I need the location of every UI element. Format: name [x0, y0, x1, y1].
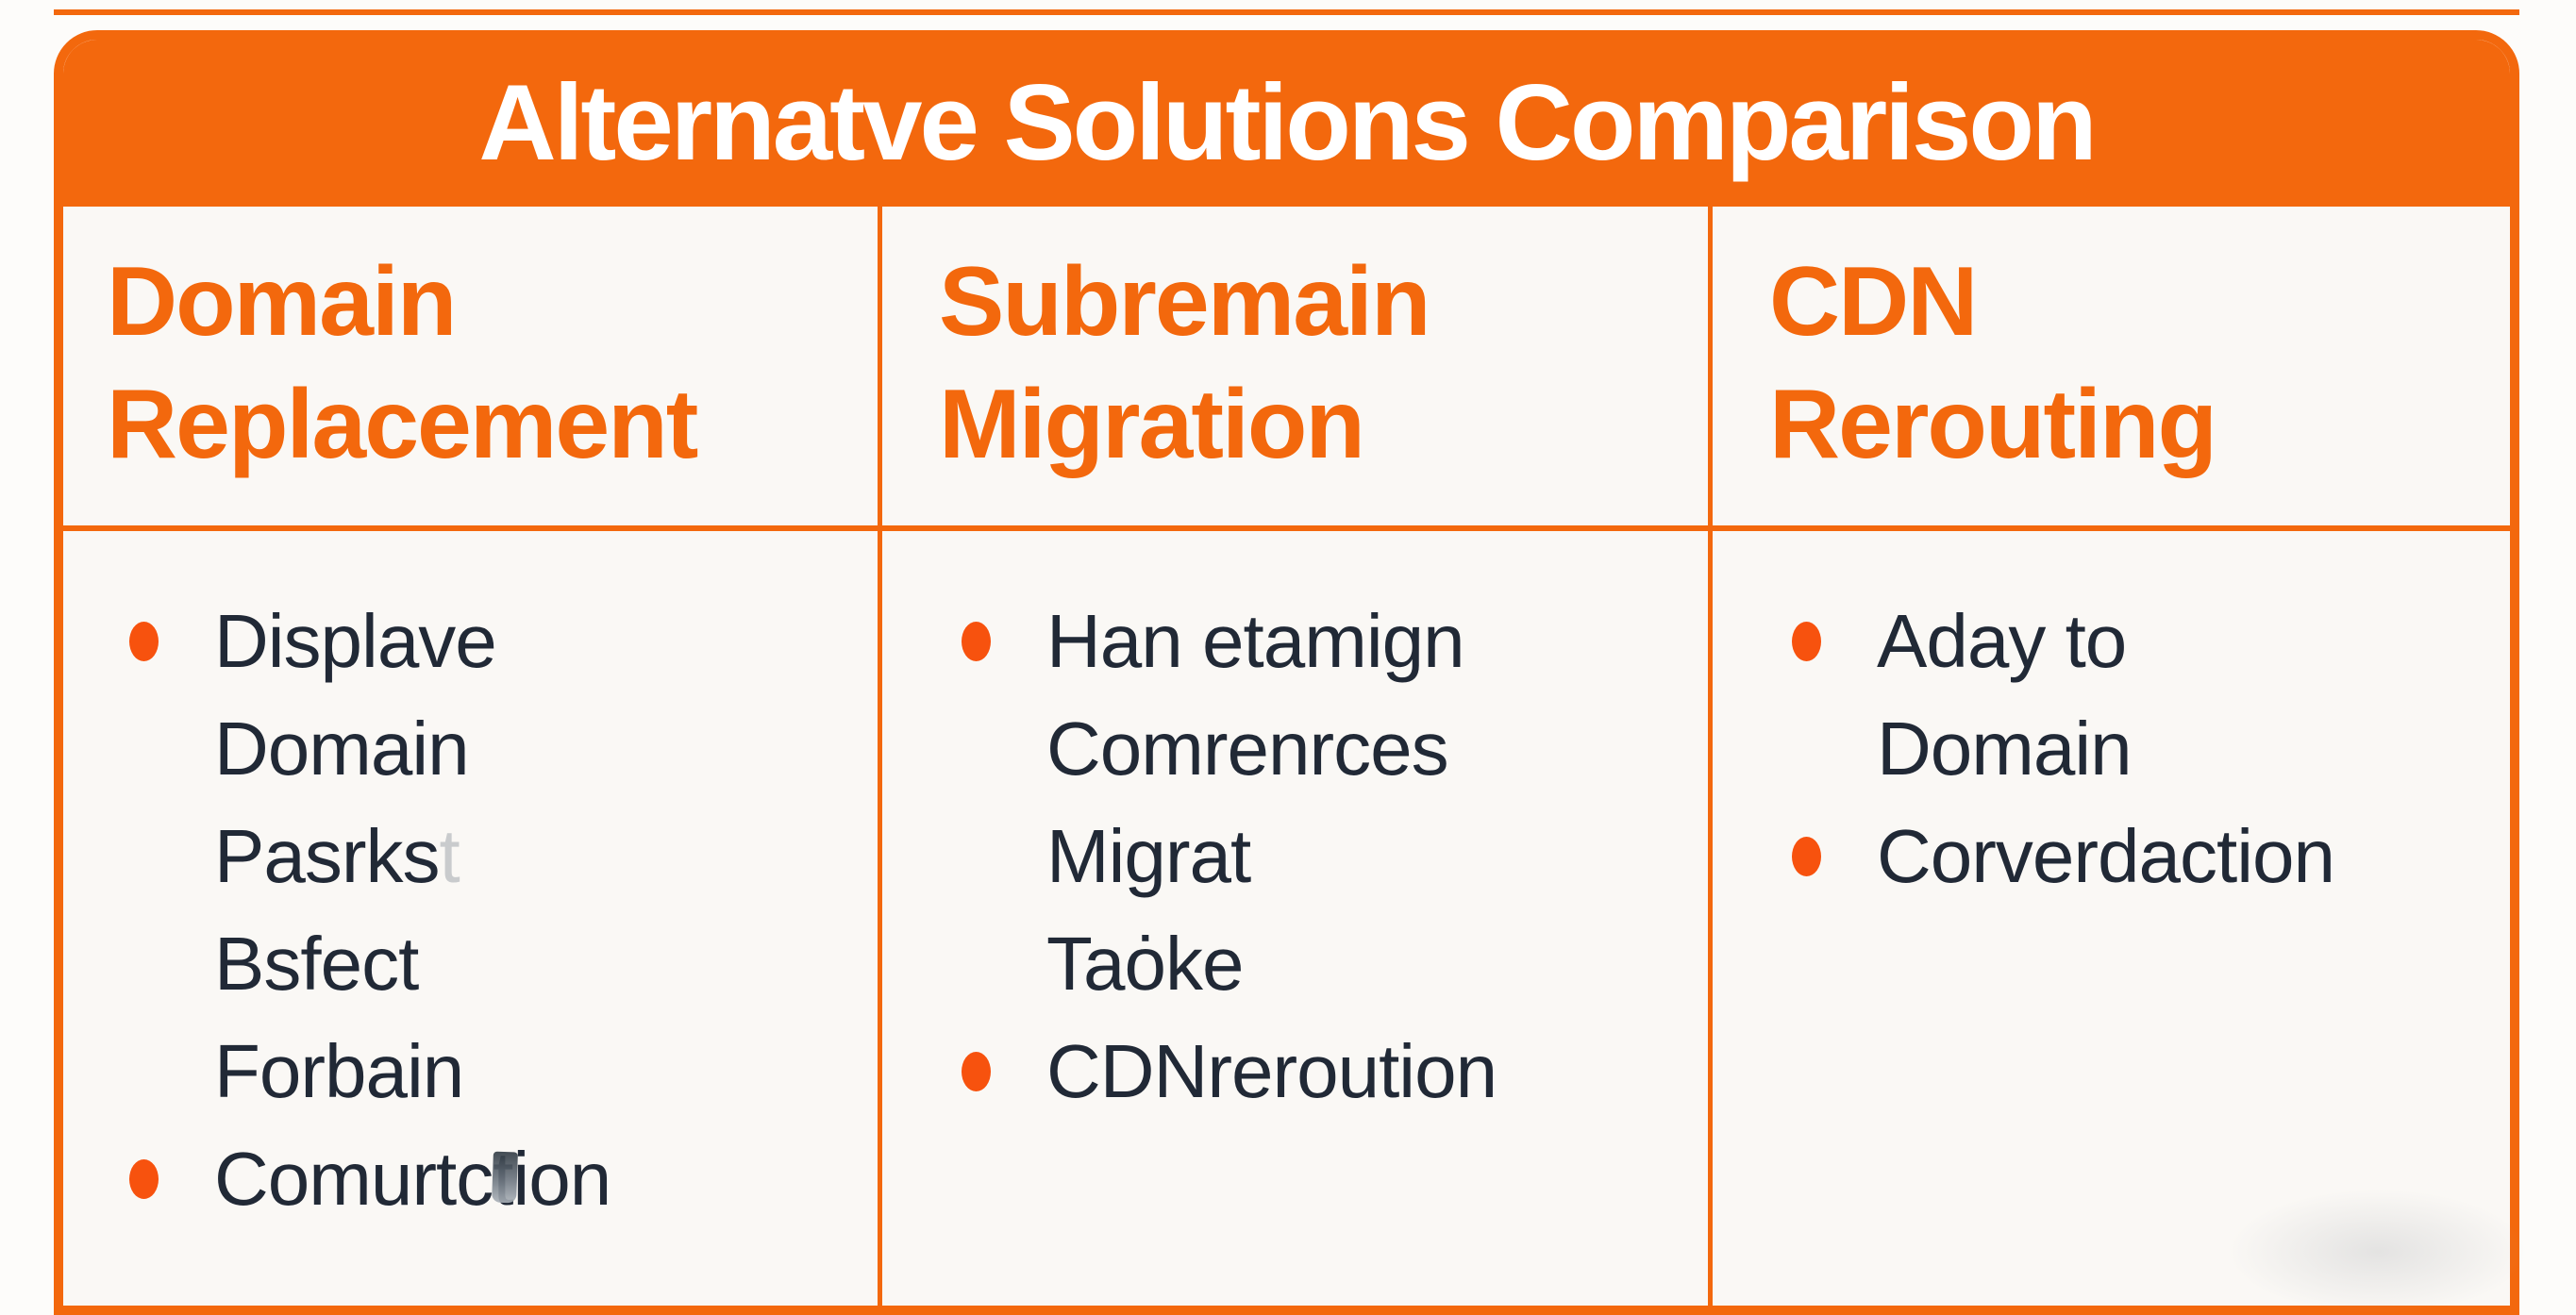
cell-domain-replacement: Displave Domain Pasrkst Bsfect Forbain C… — [63, 531, 878, 1306]
cell-subremain-migration: Han etamign Comrenrces Migrat Taȯke CDNr… — [878, 531, 1708, 1306]
list-item: Displave Domain Pasrkst Bsfect Forbain — [124, 588, 859, 1125]
list-item-line: Aday to — [1877, 599, 2127, 683]
list-item-line: Comrenrces — [1046, 707, 1449, 791]
column-header-line: Rerouting — [1769, 370, 2217, 479]
list-item-line: Bsfect — [214, 922, 419, 1006]
list-item: Corverdaction — [1786, 803, 2491, 910]
list-item-line: Forbain — [214, 1029, 464, 1113]
text-cursor-artifact — [492, 1151, 518, 1204]
comparison-table: Alternatve Solutions Comparison Domain R… — [54, 30, 2519, 1315]
list-item: CDNreroution — [956, 1018, 1689, 1125]
column-header-subremain-migration: Subremain Migration — [878, 207, 1708, 525]
list-item-line: Han etamign — [1046, 599, 1465, 683]
list-item-line: Taȯke — [1046, 922, 1244, 1006]
column-header-line: Migration — [939, 370, 1365, 479]
faded-letter: t — [439, 814, 460, 898]
column-header-cdn-rerouting: CDN Rerouting — [1708, 207, 2510, 525]
list-item-text: Comurtction — [214, 1137, 611, 1221]
list-item-line: CDNreroution — [1046, 1029, 1497, 1113]
list-item: Han etamign Comrenrces Migrat Taȯke — [956, 588, 1689, 1018]
column-header-line: Subremain — [939, 247, 1430, 357]
list-item-line: Corverdaction — [1877, 814, 2335, 898]
list-item: Aday to Domain — [1786, 588, 2491, 803]
list-item-line: Pasrkst — [214, 803, 859, 910]
bullet-list-cdn-rerouting: Aday to Domain Corverdaction — [1786, 588, 2491, 910]
cell-cdn-rerouting: Aday to Domain Corverdaction — [1708, 531, 2510, 1306]
cutoff-table-top-border — [54, 9, 2519, 15]
column-header-line: Domain — [107, 247, 457, 357]
list-item-line: Displave — [214, 599, 497, 683]
bullet-list-subremain-migration: Han etamign Comrenrces Migrat Taȯke CDNr… — [956, 588, 1689, 1125]
bullet-list-domain-replacement: Displave Domain Pasrkst Bsfect Forbain C… — [124, 588, 859, 1233]
list-item-line: Comurtction — [214, 1125, 859, 1233]
column-header-line: Replacement — [107, 370, 698, 479]
table-body-row: Displave Domain Pasrkst Bsfect Forbain C… — [63, 531, 2510, 1306]
table-title: Alternatve Solutions Comparison — [478, 63, 2097, 183]
list-item-text: Pasrks — [214, 814, 440, 898]
list-item: Comurtction — [124, 1125, 859, 1233]
column-header-domain-replacement: Domain Replacement — [63, 207, 878, 525]
table-title-bar: Alternatve Solutions Comparison — [63, 40, 2510, 207]
column-headers-row: Domain Replacement Subremain Migration C… — [63, 207, 2510, 531]
list-item-line: Domain — [214, 707, 470, 791]
list-item-line: Migrat — [1046, 814, 1251, 898]
smudge-artifact — [2227, 1189, 2529, 1315]
list-item-line: Domain — [1877, 707, 2133, 791]
column-header-line: CDN — [1769, 247, 1978, 357]
